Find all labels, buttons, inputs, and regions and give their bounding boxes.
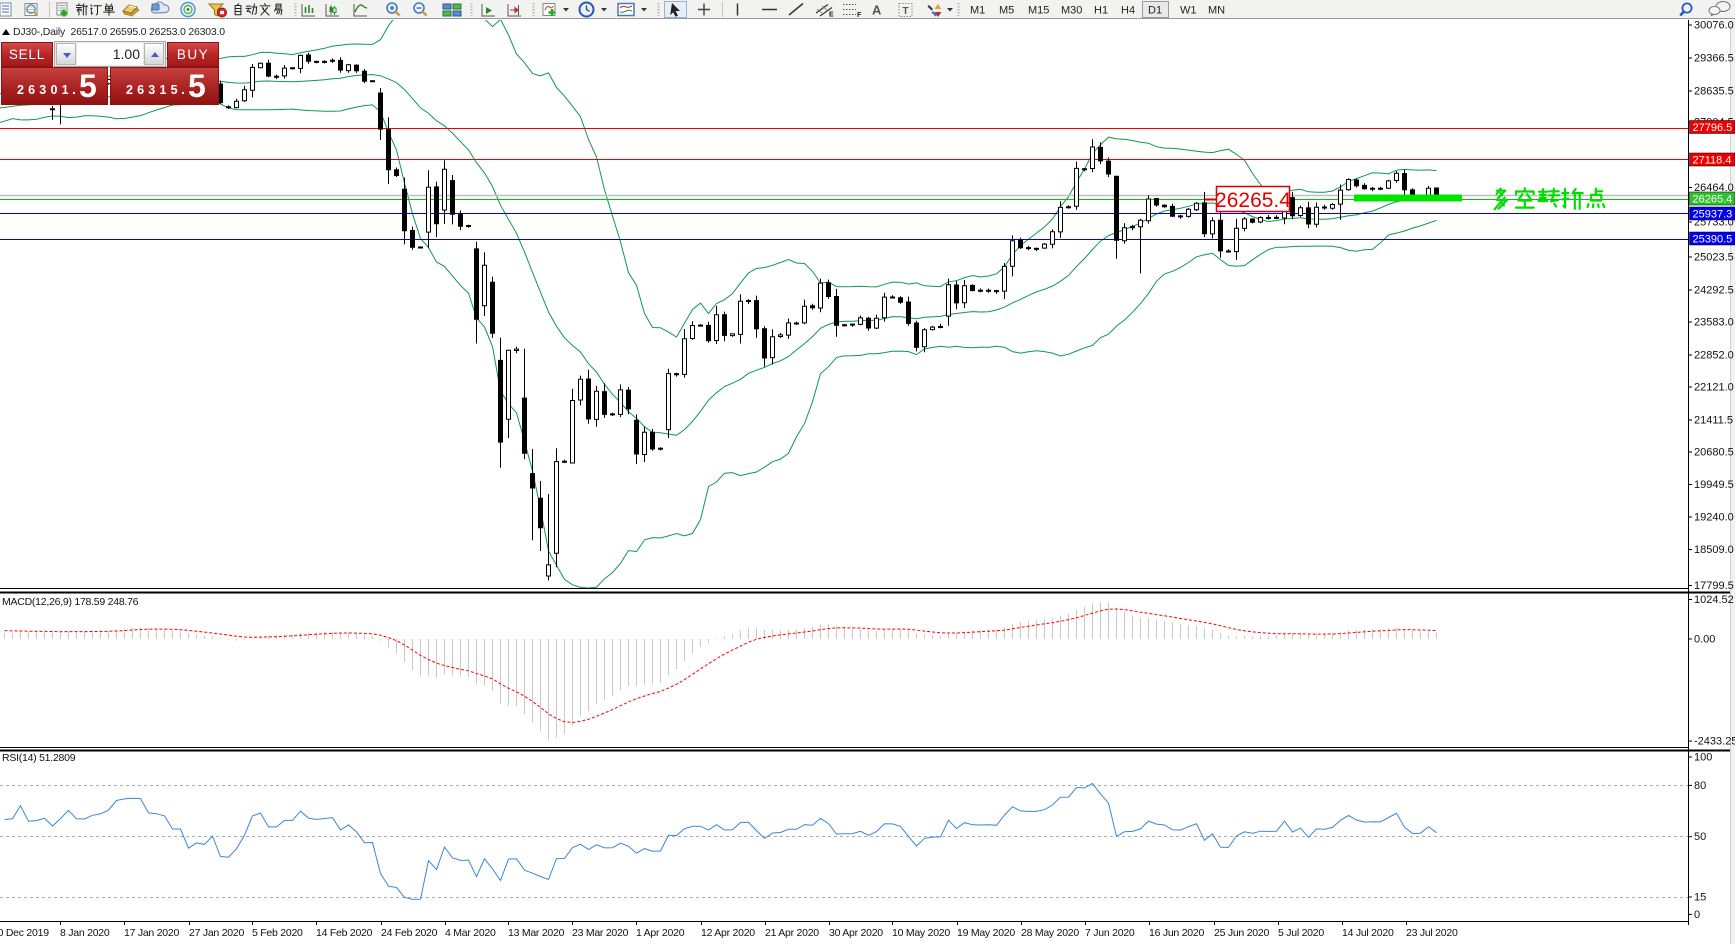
svg-text:M15: M15 — [1028, 5, 1049, 17]
svg-text:0.00: 0.00 — [1694, 634, 1715, 646]
svg-text:26265.4: 26265.4 — [1693, 193, 1733, 205]
svg-text:5 Jul 2020: 5 Jul 2020 — [1278, 927, 1324, 939]
svg-text:5 Feb 2020: 5 Feb 2020 — [252, 927, 303, 939]
svg-text:27 Jan 2020: 27 Jan 2020 — [189, 927, 244, 939]
svg-text:M30: M30 — [1061, 5, 1082, 17]
svg-text:25937.3: 25937.3 — [1693, 208, 1733, 220]
svg-text:29366.5: 29366.5 — [1694, 53, 1734, 65]
svg-text:30076.0: 30076.0 — [1694, 20, 1734, 32]
svg-text:22852.0: 22852.0 — [1694, 350, 1734, 362]
svg-text:80: 80 — [1694, 780, 1706, 792]
svg-text:23 Jul 2020: 23 Jul 2020 — [1406, 927, 1458, 939]
svg-text:26464.0: 26464.0 — [1694, 182, 1734, 194]
svg-text:21411.5: 21411.5 — [1694, 415, 1733, 427]
svg-text:19240.0: 19240.0 — [1694, 512, 1734, 524]
svg-text:25 Jun 2020: 25 Jun 2020 — [1214, 927, 1269, 939]
svg-text:RSI(14) 51.2809: RSI(14) 51.2809 — [2, 752, 76, 764]
svg-text:H4: H4 — [1121, 5, 1135, 17]
svg-text:26265.4: 26265.4 — [1215, 189, 1291, 212]
svg-text:24 Feb 2020: 24 Feb 2020 — [381, 927, 438, 939]
svg-text:0: 0 — [1694, 909, 1700, 921]
svg-text:21 Apr 2020: 21 Apr 2020 — [765, 927, 819, 939]
svg-text:1 Apr 2020: 1 Apr 2020 — [636, 927, 685, 939]
svg-text:7 Jun 2020: 7 Jun 2020 — [1085, 927, 1135, 939]
svg-text:MN: MN — [1208, 5, 1225, 17]
svg-text:M1: M1 — [970, 5, 985, 17]
svg-text:10 May 2020: 10 May 2020 — [892, 927, 950, 939]
svg-text:T: T — [903, 6, 909, 17]
svg-text:W1: W1 — [1180, 5, 1197, 17]
svg-text:19949.5: 19949.5 — [1694, 479, 1734, 491]
svg-text:22121.0: 22121.0 — [1694, 382, 1734, 394]
svg-text:MACD(12,26,9) 178.59 248.76: MACD(12,26,9) 178.59 248.76 — [2, 596, 139, 608]
svg-text:17 Jan 2020: 17 Jan 2020 — [124, 927, 179, 939]
svg-text:30 Apr 2020: 30 Apr 2020 — [829, 927, 883, 939]
svg-text:27118.4: 27118.4 — [1693, 154, 1732, 166]
svg-text:27796.5: 27796.5 — [1693, 122, 1733, 134]
svg-text:12 Apr 2020: 12 Apr 2020 — [701, 927, 755, 939]
svg-text:15: 15 — [1694, 892, 1706, 904]
svg-text:23 Mar 2020: 23 Mar 2020 — [572, 927, 629, 939]
svg-text:28 May 2020: 28 May 2020 — [1021, 927, 1079, 939]
svg-text:14 Feb 2020: 14 Feb 2020 — [316, 927, 373, 939]
svg-text:20680.5: 20680.5 — [1694, 447, 1734, 459]
svg-text:19 May 2020: 19 May 2020 — [957, 927, 1015, 939]
svg-text:H1: H1 — [1094, 5, 1108, 17]
svg-text:23583.0: 23583.0 — [1694, 317, 1734, 329]
svg-text:25390.5: 25390.5 — [1693, 233, 1733, 245]
svg-text:18509.0: 18509.0 — [1694, 544, 1734, 556]
svg-text:13 Mar 2020: 13 Mar 2020 — [508, 927, 565, 939]
svg-text:E: E — [829, 12, 834, 19]
svg-text:4 Mar 2020: 4 Mar 2020 — [445, 927, 496, 939]
svg-text:F: F — [857, 12, 862, 19]
svg-text:M5: M5 — [999, 5, 1014, 17]
svg-text:D1: D1 — [1148, 5, 1162, 17]
svg-text:25023.5: 25023.5 — [1694, 252, 1734, 264]
svg-text:1024.52: 1024.52 — [1694, 594, 1734, 606]
svg-text:8 Jan 2020: 8 Jan 2020 — [60, 927, 110, 939]
svg-text:16 Jun 2020: 16 Jun 2020 — [1149, 927, 1204, 939]
svg-text:-2433.25: -2433.25 — [1694, 736, 1735, 748]
svg-text:17799.5: 17799.5 — [1694, 580, 1734, 592]
svg-text:24292.5: 24292.5 — [1694, 285, 1734, 297]
svg-text:14 Jul 2020: 14 Jul 2020 — [1342, 927, 1394, 939]
svg-text:30 Dec 2019: 30 Dec 2019 — [0, 927, 49, 939]
svg-text:50: 50 — [1694, 831, 1706, 843]
svg-text:A: A — [872, 3, 882, 18]
svg-text:100: 100 — [1694, 752, 1712, 764]
svg-text:28635.5: 28635.5 — [1694, 86, 1734, 98]
